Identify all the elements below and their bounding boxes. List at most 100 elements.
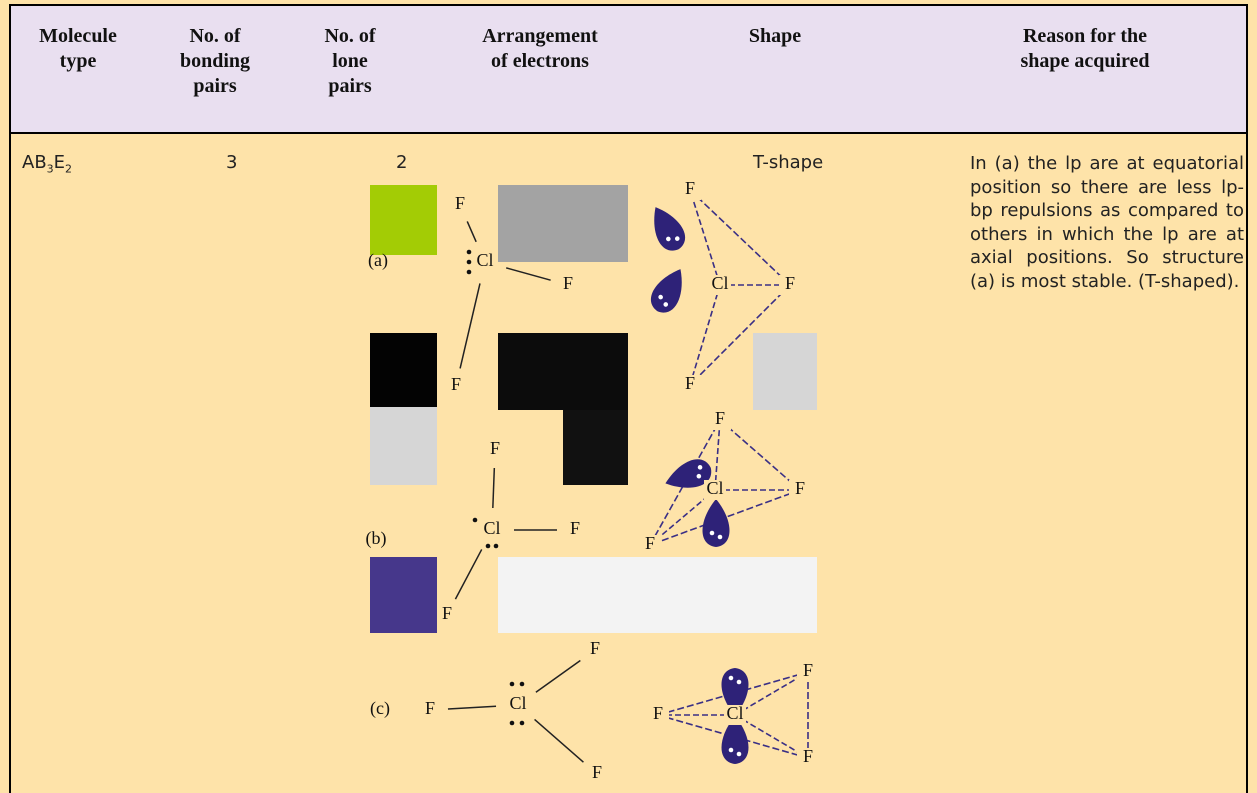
lone-pair-lobe (650, 269, 682, 313)
atom: Cl (509, 693, 526, 713)
edge (689, 189, 791, 286)
atom-bg (679, 180, 701, 200)
artifact (498, 333, 628, 410)
electron (666, 236, 671, 242)
lobe (721, 716, 749, 764)
lone-pair-dot (519, 681, 525, 687)
artifact (753, 333, 817, 410)
bond (734, 714, 809, 759)
bond (535, 659, 581, 693)
header-line: Shape (748, 25, 802, 47)
atom: F (685, 373, 695, 393)
atom-bg (789, 480, 811, 500)
artifact (498, 185, 628, 262)
bond (689, 189, 721, 286)
atom-bg (797, 662, 819, 682)
atom: Cl (476, 250, 493, 270)
edge (689, 284, 791, 386)
molecule-type: AB3E2 (22, 152, 72, 176)
header-line: No. of (324, 25, 376, 47)
lobe (721, 668, 749, 716)
atom: Cl (711, 273, 728, 293)
atom: F (803, 660, 813, 680)
atom: F (715, 408, 725, 428)
bond (466, 221, 477, 243)
atom-bg (639, 535, 661, 555)
bond (492, 467, 496, 509)
atom: F (570, 518, 580, 538)
electron (736, 751, 742, 757)
lone-pair-lobe (702, 499, 730, 547)
atom-bg (779, 275, 801, 295)
atom: Cl (706, 478, 723, 498)
atom: F (795, 478, 805, 498)
electron (728, 675, 734, 681)
atom-bg (647, 705, 669, 725)
atom: F (425, 698, 435, 718)
atom: F (592, 762, 602, 782)
lone-pair-dot (466, 259, 472, 265)
electron (717, 534, 723, 540)
atom: F (653, 703, 663, 723)
edge (649, 489, 801, 546)
electron (674, 236, 680, 241)
header-cell: Arrangement of electrons (440, 24, 640, 74)
formula-part: AB (22, 152, 47, 173)
atom: Cl (726, 703, 743, 723)
atom: F (645, 533, 655, 553)
header-cell: Molecule type (18, 24, 138, 74)
atom: F (490, 438, 500, 458)
header-cell: Shape (710, 24, 840, 49)
reason: In (a) the lp are at equatorial position… (970, 153, 1244, 292)
electron (658, 294, 663, 300)
bond (506, 267, 551, 281)
atom-bg (709, 275, 731, 295)
atom: F (803, 746, 813, 766)
header-line: Arrangement (482, 25, 598, 47)
lone-pair-dot (493, 543, 499, 549)
lone-pair-lobe (721, 716, 749, 764)
lone-pair-dot (485, 543, 491, 549)
header-line: pairs (328, 75, 372, 97)
formula-part: 3 (46, 162, 54, 176)
table-header: Molecule type No. of bonding pairs No. of lone… (10, 4, 1247, 134)
atom: Cl (483, 518, 500, 538)
artifact (370, 185, 437, 255)
bond (459, 283, 481, 369)
artifact (370, 407, 437, 485)
lone-pair-dot (466, 249, 472, 255)
edge (719, 419, 801, 491)
electron (709, 530, 715, 536)
lobe (654, 207, 686, 251)
lone-pair-dot (472, 517, 478, 523)
bond (447, 705, 497, 710)
header-line: of electrons (491, 50, 589, 72)
lone-pair-lobe (665, 459, 712, 488)
header-line: type (59, 50, 97, 72)
artifact (563, 410, 628, 485)
lobe (702, 499, 730, 547)
atom-bg (797, 748, 819, 768)
electron (696, 473, 702, 479)
diagram-label: (a) (368, 250, 388, 271)
table-border (1246, 4, 1248, 793)
atom: F (685, 178, 695, 198)
atom-bg (709, 410, 731, 430)
edge (657, 671, 809, 716)
header-cell: No. of bonding pairs (150, 24, 280, 99)
electron (663, 302, 669, 307)
lobe (650, 269, 682, 313)
atom-bg (704, 480, 726, 500)
atom: F (455, 193, 465, 213)
artifact (498, 557, 817, 633)
header-line: pairs (193, 75, 237, 97)
bonding-pairs: 3 (226, 152, 238, 173)
bond (714, 419, 721, 491)
atom: F (442, 603, 452, 623)
diagram-label: (b) (366, 528, 387, 549)
lone-pairs: 2 (396, 152, 408, 173)
bond (734, 671, 809, 716)
table-border (9, 4, 11, 793)
